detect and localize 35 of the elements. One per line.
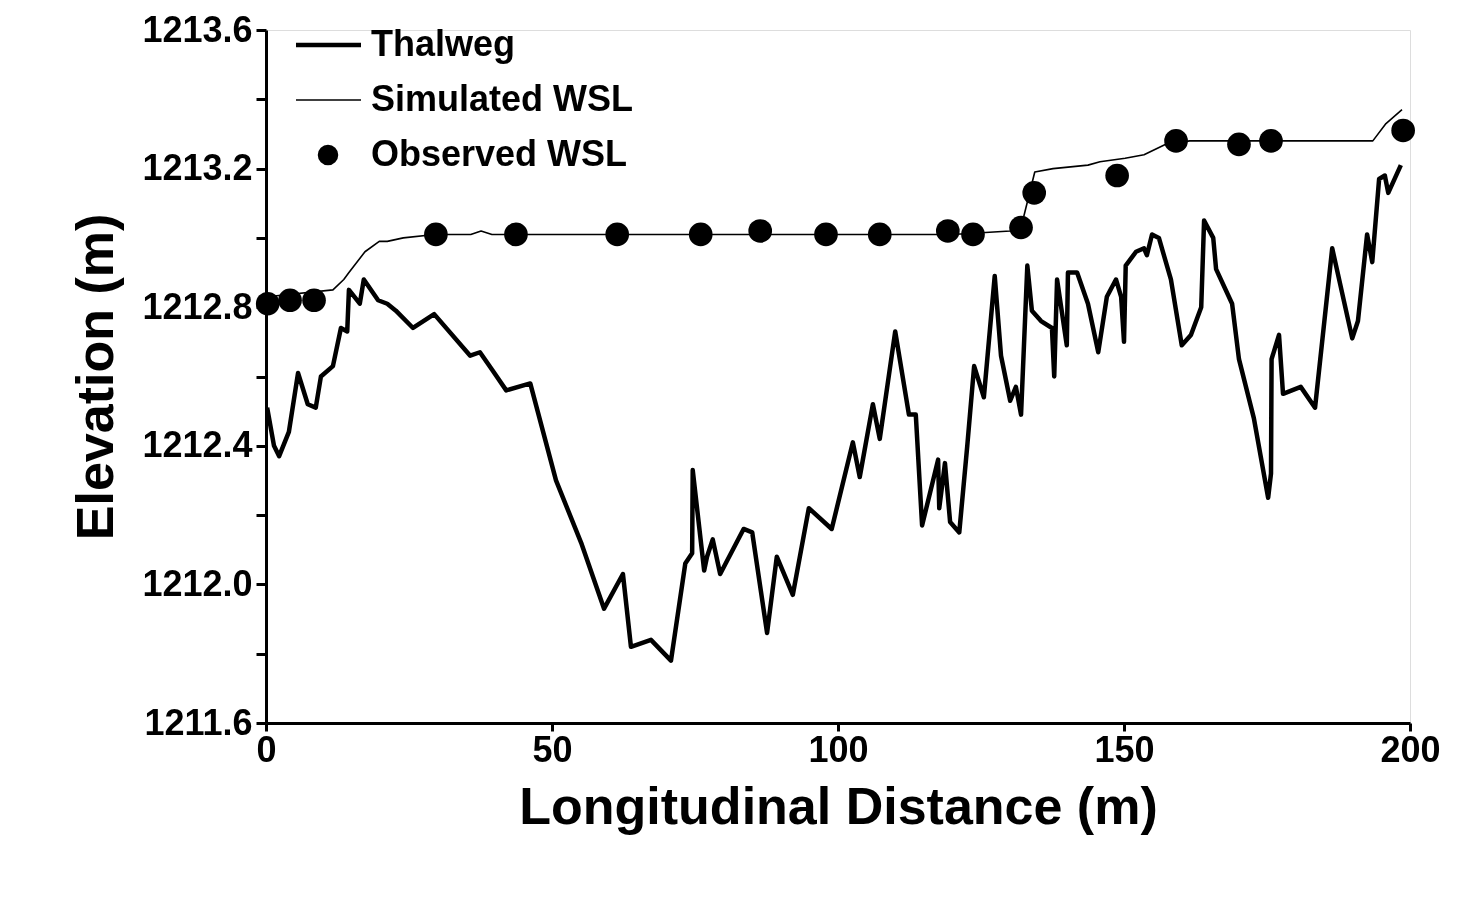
point [688,222,713,247]
x-tick-label: 150 [1094,728,1155,770]
y-tick-label: 1211.6 [144,701,253,743]
point [1227,132,1251,157]
y-tick-label: 1213.2 [142,147,253,189]
x-axis-title: Longitudinal Distance (m) [519,776,1158,835]
x-tick-label: 0 [256,728,277,770]
point [504,222,528,247]
point [935,219,960,243]
y-tick-label: 1213.6 [142,8,253,50]
point [1009,215,1033,240]
point [605,222,630,247]
y-axis-title: Elevation (m) [66,213,125,541]
point [255,291,280,316]
point [278,288,302,313]
point [1259,129,1283,153]
point [1164,129,1188,153]
point [748,219,773,243]
point [424,222,448,247]
y-tick-label: 1212.8 [142,285,253,327]
x-tick-label: 50 [532,728,573,770]
point [867,222,892,247]
x-tick-label: 100 [808,728,869,770]
legend-label: Simulated WSL [371,78,634,119]
point [961,222,985,247]
point [1105,163,1129,188]
point [814,222,838,247]
point [1391,118,1415,143]
legend-label: Observed WSL [371,133,628,174]
y-tick-label: 1212.0 [142,562,253,604]
y-tick-label: 1212.4 [142,424,253,466]
legend-label: Thalweg [371,23,516,64]
point [302,288,326,313]
point [1022,181,1047,205]
x-tick-label: 200 [1380,728,1441,770]
